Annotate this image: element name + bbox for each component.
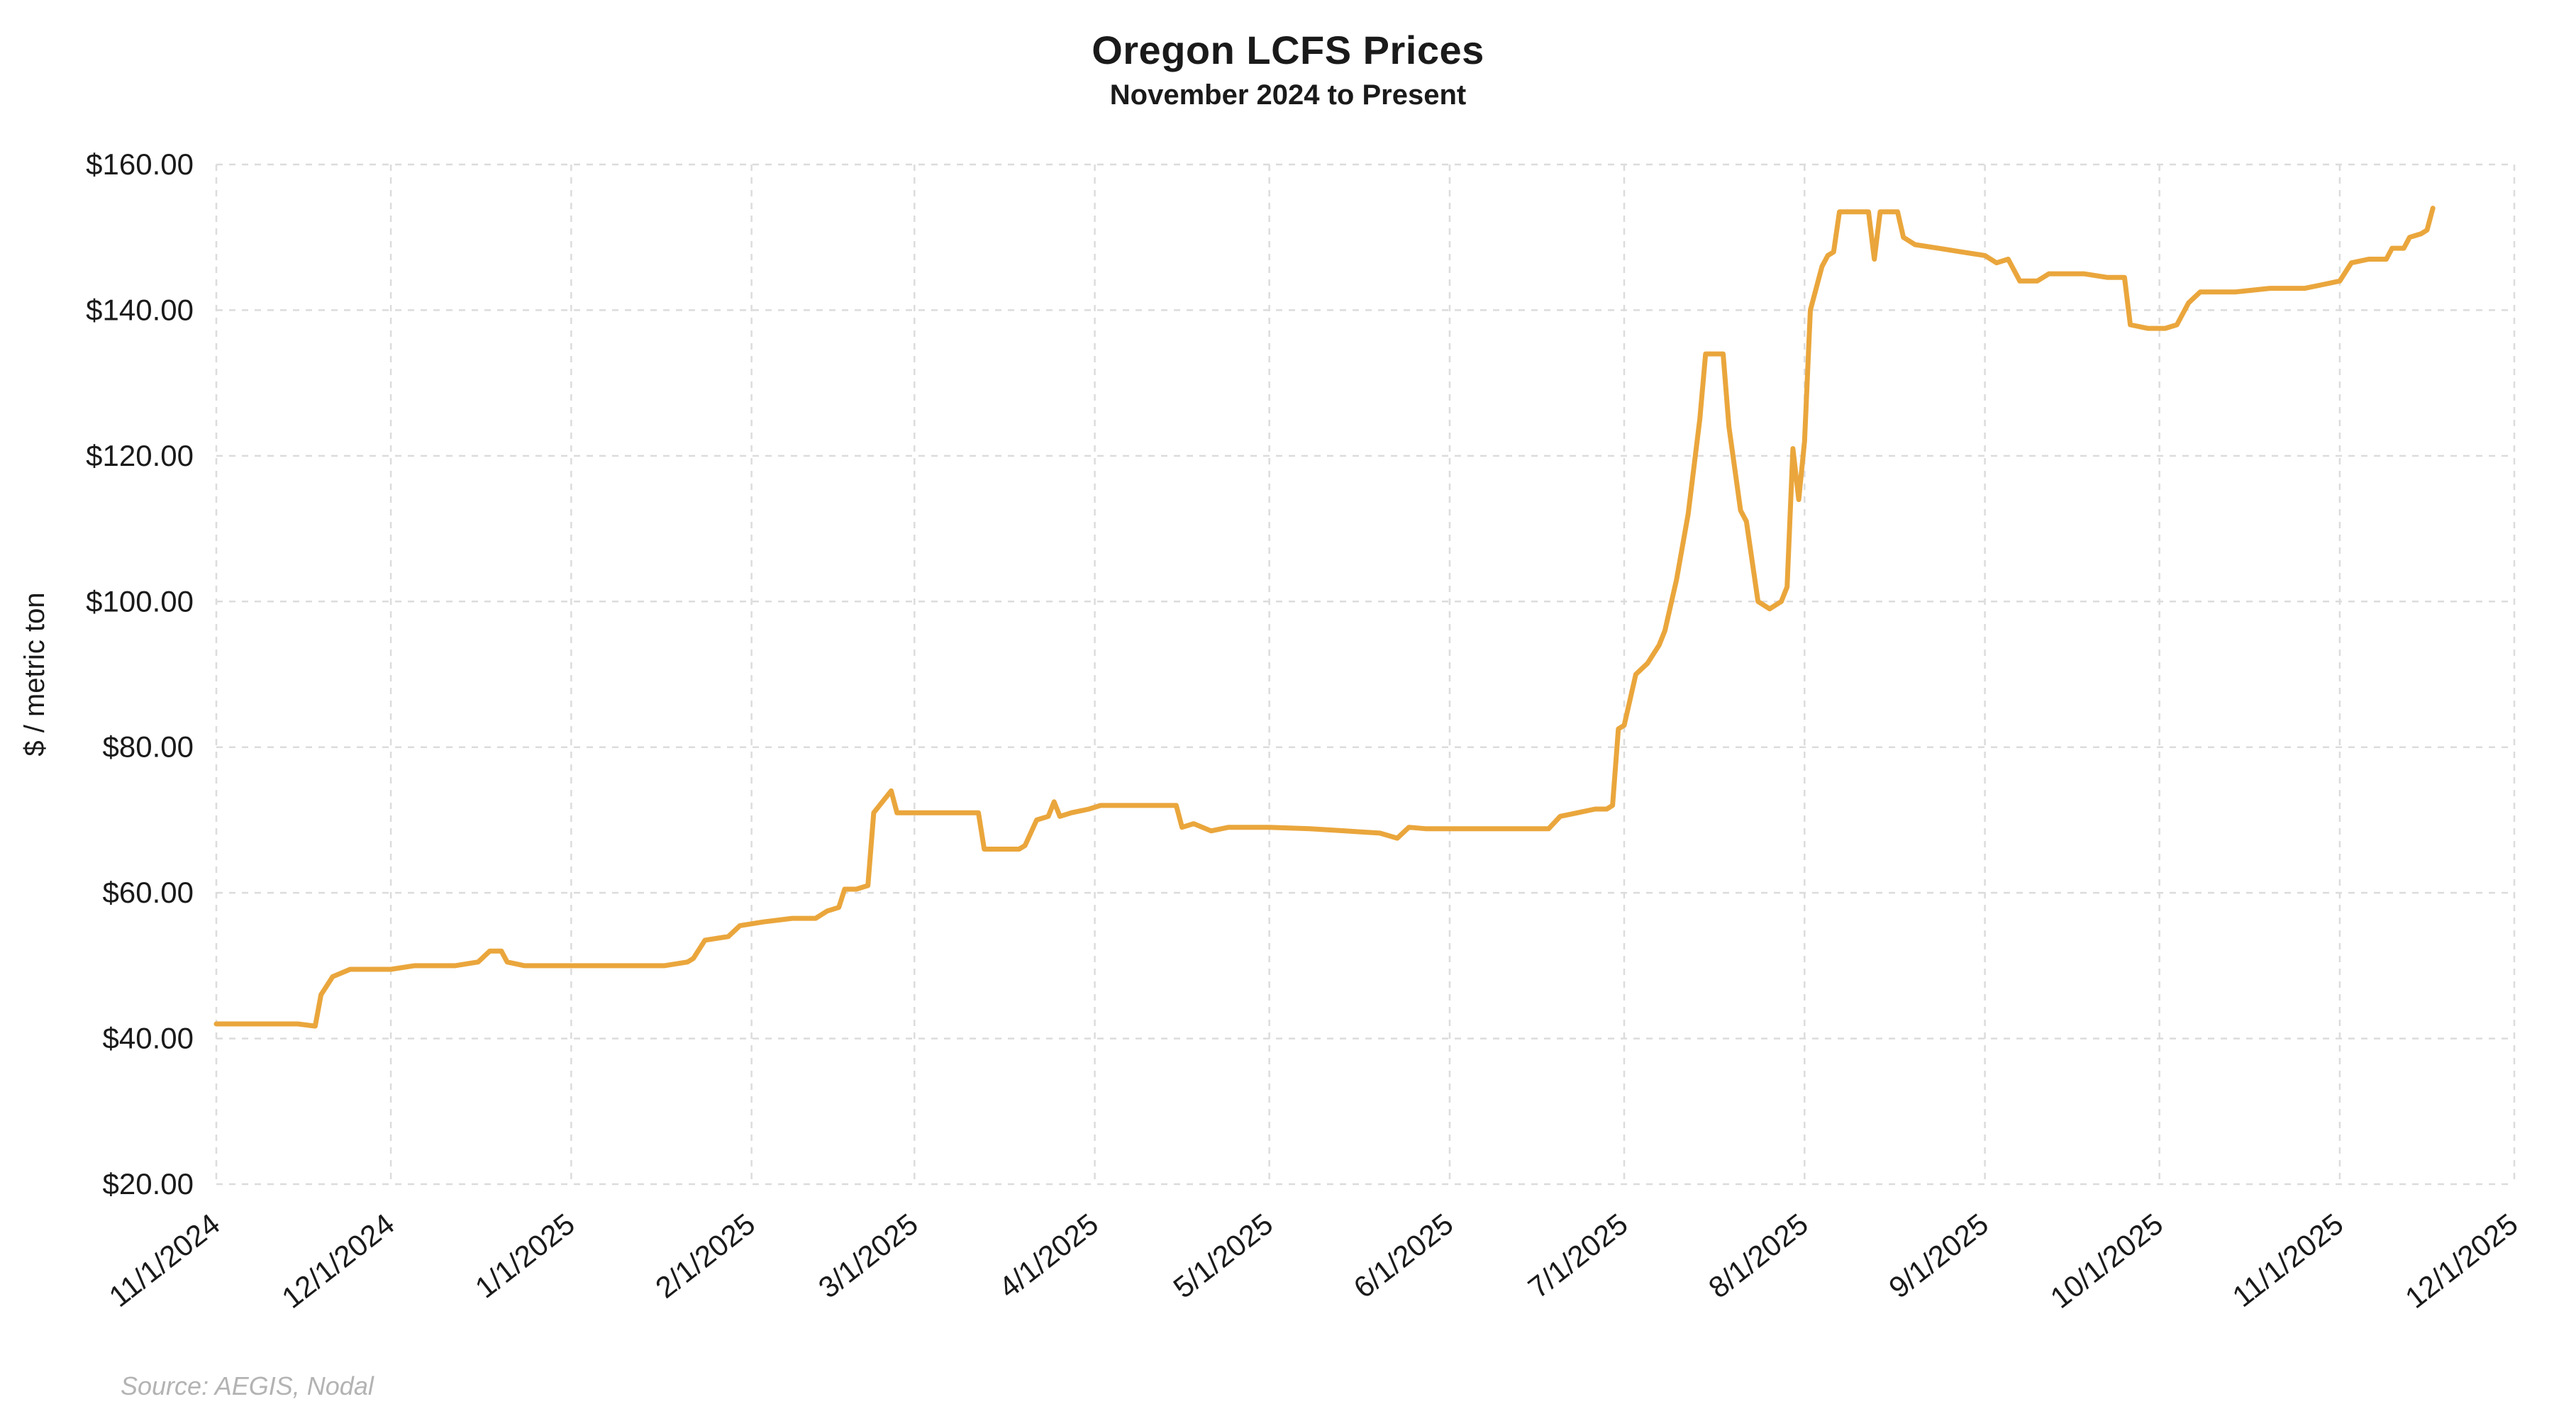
horizontal-gridlines (216, 163, 2514, 1186)
source-note: Source: AEGIS, Nodal (121, 1371, 374, 1400)
x-tick-label: 6/1/2025 (1348, 1207, 1460, 1305)
y-tick-label: $140.00 (86, 293, 194, 326)
x-tick-label: 9/1/2025 (1882, 1207, 1994, 1305)
x-tick-label: 1/1/2025 (469, 1207, 581, 1305)
x-tick-label: 8/1/2025 (1702, 1207, 1814, 1305)
x-tick-label: 10/1/2025 (2044, 1207, 2169, 1315)
x-tick-label: 7/1/2025 (1522, 1207, 1634, 1305)
y-tick-label: $120.00 (86, 439, 194, 472)
x-tick-label: 5/1/2025 (1167, 1207, 1279, 1305)
x-tick-label: 12/1/2024 (275, 1207, 400, 1315)
x-tick-label: 3/1/2025 (812, 1207, 924, 1305)
y-tick-label: $20.00 (103, 1167, 194, 1200)
y-tick-label: $60.00 (103, 876, 194, 909)
chart-subtitle: November 2024 to Present (1109, 79, 1467, 111)
price-line (213, 206, 2436, 1029)
y-axis-title: $ / metric ton (19, 592, 50, 756)
vertical-gridlines (215, 165, 2516, 1184)
y-tick-label: $40.00 (103, 1022, 194, 1055)
x-tick-label: 11/1/2024 (103, 1207, 226, 1313)
x-tick-label: 4/1/2025 (992, 1207, 1104, 1305)
x-tick-label: 2/1/2025 (649, 1207, 761, 1305)
x-tick-label: 11/1/2025 (2226, 1207, 2350, 1313)
y-tick-label: $160.00 (86, 147, 194, 181)
y-tick-label: $80.00 (103, 730, 194, 764)
x-tick-label: 12/1/2025 (2399, 1207, 2524, 1315)
y-axis-tick-labels: $20.00 $40.00 $60.00 $80.00 $100.00 $120.00 $1… (86, 147, 194, 1200)
chart-title: Oregon LCFS Prices (1092, 28, 1484, 72)
x-axis-tick-labels: 11/1/2024 12/1/2024 1/1/2025 2/1/2025 3/1/20… (103, 1207, 2524, 1315)
y-tick-label: $100.00 (86, 584, 194, 618)
